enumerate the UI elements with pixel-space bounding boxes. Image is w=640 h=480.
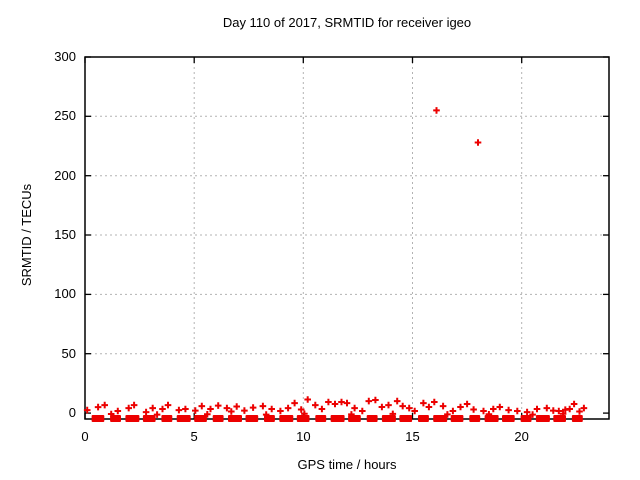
scatter-points <box>83 107 588 418</box>
plot-border <box>84 56 610 420</box>
x-tick-label: 10 <box>296 429 311 444</box>
axis-ticks <box>84 56 609 419</box>
grid-lines <box>85 57 609 419</box>
y-tick-label: 300 <box>54 49 76 64</box>
y-tick-label: 150 <box>54 227 76 243</box>
y-tick-label: 250 <box>54 108 76 124</box>
y-tick-label: 200 <box>54 167 76 183</box>
x-axis-title: GPS time / hours <box>297 457 397 472</box>
x-tick-label: 5 <box>190 429 198 444</box>
y-tick-label: 100 <box>54 286 76 302</box>
x-tick-label: 20 <box>514 429 529 444</box>
chart-title: Day 110 of 2017, SRMTID for receiver ige… <box>222 15 472 30</box>
y-tick-label: 0 <box>68 405 76 421</box>
x-tick-label: 0 <box>81 429 89 444</box>
x-tick-label: 15 <box>405 429 420 444</box>
y-tick-label: 50 <box>61 345 76 361</box>
baseline-band <box>91 415 583 422</box>
